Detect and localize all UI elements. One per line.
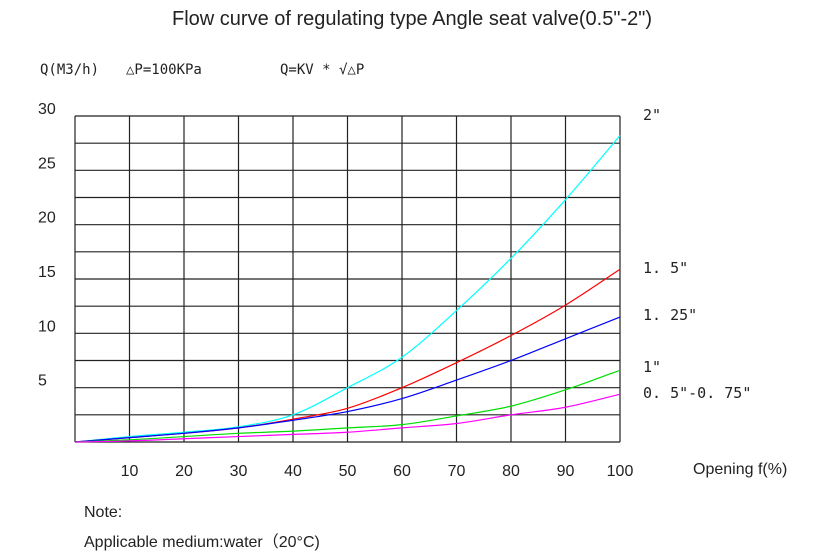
y-tick-label: 10 (38, 318, 56, 335)
series-line-0 (74, 135, 621, 443)
series-label: 0. 5"-0. 75" (643, 384, 751, 402)
x-axis-label: Opening f(%) (693, 461, 788, 478)
series-label: 1. 5" (643, 259, 688, 277)
pressure-condition: △P=100KPa (126, 62, 202, 78)
y-tick-label: 30 (38, 101, 56, 118)
series-line-3 (74, 369, 621, 443)
x-tick-label: 30 (230, 463, 248, 480)
y-tick-label: 15 (38, 264, 56, 281)
series-label: 1" (643, 358, 661, 376)
series-label: 2" (643, 106, 661, 124)
y-tick-label: 20 (38, 210, 56, 227)
x-tick-label: 10 (121, 463, 139, 480)
y-tick-label: 25 (38, 155, 56, 172)
x-tick-label: 60 (393, 463, 411, 480)
note-text: Applicable medium:water（20°C) (84, 534, 320, 551)
x-tick-label: 90 (557, 463, 575, 480)
note-heading: Note: (84, 504, 123, 521)
x-tick-label: 50 (339, 463, 357, 480)
series-label: 1. 25" (643, 306, 697, 324)
y-tick-label: 5 (38, 373, 47, 390)
chart-title: Flow curve of regulating type Angle seat… (172, 8, 652, 30)
y-axis-label: Q(M3/h) (40, 62, 100, 78)
x-tick-label: 80 (502, 463, 520, 480)
series-line-2 (74, 316, 621, 443)
x-tick-label: 20 (175, 463, 193, 480)
x-tick-label: 70 (448, 463, 466, 480)
x-tick-label: 100 (607, 463, 634, 480)
x-tick-label: 40 (284, 463, 302, 480)
series-line-4 (74, 393, 621, 443)
flow-formula: Q=KV * √△P (280, 62, 365, 78)
